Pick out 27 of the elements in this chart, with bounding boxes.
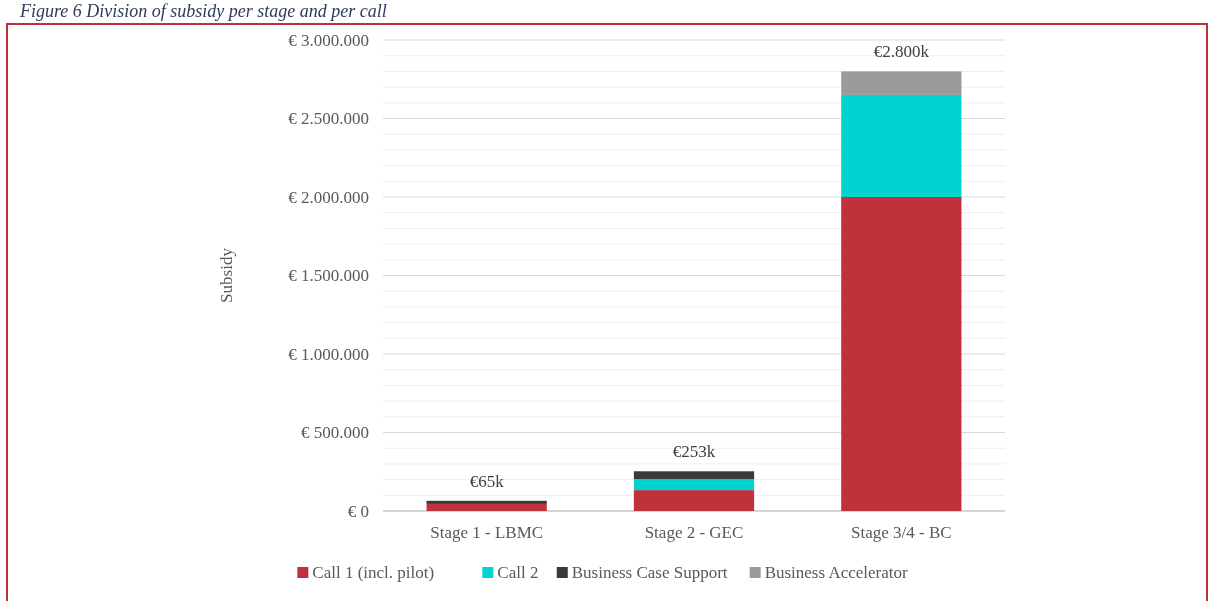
y-tick-label: € 1.000.000: [288, 344, 369, 364]
text: Figure 6 Division of subsidy per stage and per call: [19, 1, 387, 21]
legend-label: Call 2: [497, 563, 539, 582]
total-label: €253k: [672, 442, 716, 462]
bar: [841, 71, 962, 95]
total-label: €2.800k: [873, 42, 930, 62]
legend-label: Business Accelerator: [764, 563, 909, 582]
legend-label: Call 1 (incl. pilot): [312, 563, 435, 582]
legend-label: Business Case Support: [571, 563, 728, 582]
x-tick-label: Stage 1 - LBMC: [430, 523, 544, 542]
bar: [841, 197, 962, 511]
y-tick-label: € 0: [347, 501, 369, 521]
total-label: €65k: [469, 471, 505, 491]
bar: [426, 500, 547, 504]
y-tick-label: € 2.500.000: [288, 109, 369, 129]
bar: [633, 471, 755, 480]
bar: [426, 503, 547, 511]
bar: [633, 490, 755, 511]
x-tick-label: Stage 3/4 - BC: [851, 523, 952, 542]
y-tick-label: € 3.000.000: [288, 30, 369, 50]
y-tick-label: € 500.000: [301, 423, 369, 443]
y-axis-title: Subsidy: [217, 247, 236, 303]
y-tick-label: € 1.500.000: [288, 266, 369, 286]
y-tick-label: € 2.000.000: [288, 187, 369, 207]
bar: [633, 479, 755, 491]
x-tick-label: Stage 2 - GEC: [644, 523, 744, 542]
bar: [841, 94, 962, 197]
